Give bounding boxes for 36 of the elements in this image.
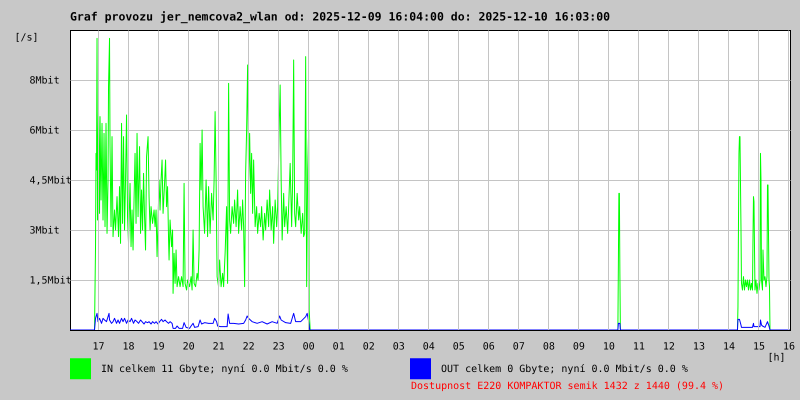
x-tick-label: 21 xyxy=(212,342,225,352)
x-tick-label: 17 xyxy=(92,342,105,352)
x-tick-label: 14 xyxy=(722,342,735,352)
y-tick-label: 6Mbit xyxy=(30,126,60,136)
x-tick-label: 02 xyxy=(362,342,375,352)
chart-title: Graf provozu jer_nemcova2_wlan od: 2025-12-09 16:04:00 do: 2025-12-10 16:03:00 xyxy=(70,10,610,24)
y-tick-label: 4,5Mbit xyxy=(30,176,72,186)
x-tick-label: 12 xyxy=(662,342,675,352)
x-tick-label: 23 xyxy=(272,342,285,352)
x-tick-label: 07 xyxy=(512,342,525,352)
x-tick-label: 16 xyxy=(782,342,796,352)
legend-label: OUT celkem 0 Gbyte; nyní 0.0 Mbit/s 0.0 % xyxy=(441,364,688,375)
x-tick-label: 06 xyxy=(482,342,495,352)
x-tick-label: 03 xyxy=(392,342,405,352)
legend-label: IN celkem 11 Gbyte; nyní 0.0 Mbit/s 0.0 % xyxy=(101,364,348,375)
x-tick-label: 18 xyxy=(122,342,135,352)
x-tick-label: 05 xyxy=(452,342,465,352)
line-series xyxy=(70,312,790,330)
y-axis-title: [/s] xyxy=(14,32,39,44)
x-tick-label: 01 xyxy=(332,342,345,352)
y-tick-label: 3Mbit xyxy=(30,226,60,236)
x-tick-label: 13 xyxy=(692,342,705,352)
x-tick-label: 22 xyxy=(242,342,255,352)
x-tick-label: 08 xyxy=(542,342,555,352)
x-tick-label: 19 xyxy=(152,342,165,352)
y-tick-label: 8Mbit xyxy=(30,76,60,86)
x-tick-label: 04 xyxy=(422,342,435,352)
text: Dostupnost E220 KOMPAKTOR semik 1432 z 1440 (99.4 %) xyxy=(411,381,724,392)
x-tick-label: 20 xyxy=(182,342,195,352)
x-tick-label: 00 xyxy=(302,342,315,352)
x-tick-label: 10 xyxy=(602,342,615,352)
x-tick-label: 15 xyxy=(752,342,765,352)
x-axis-title: [h] xyxy=(767,352,786,364)
x-tick-label: 09 xyxy=(572,342,585,352)
x-tick-label: 11 xyxy=(632,342,645,352)
y-tick-label: 1,5Mbit xyxy=(30,276,72,286)
